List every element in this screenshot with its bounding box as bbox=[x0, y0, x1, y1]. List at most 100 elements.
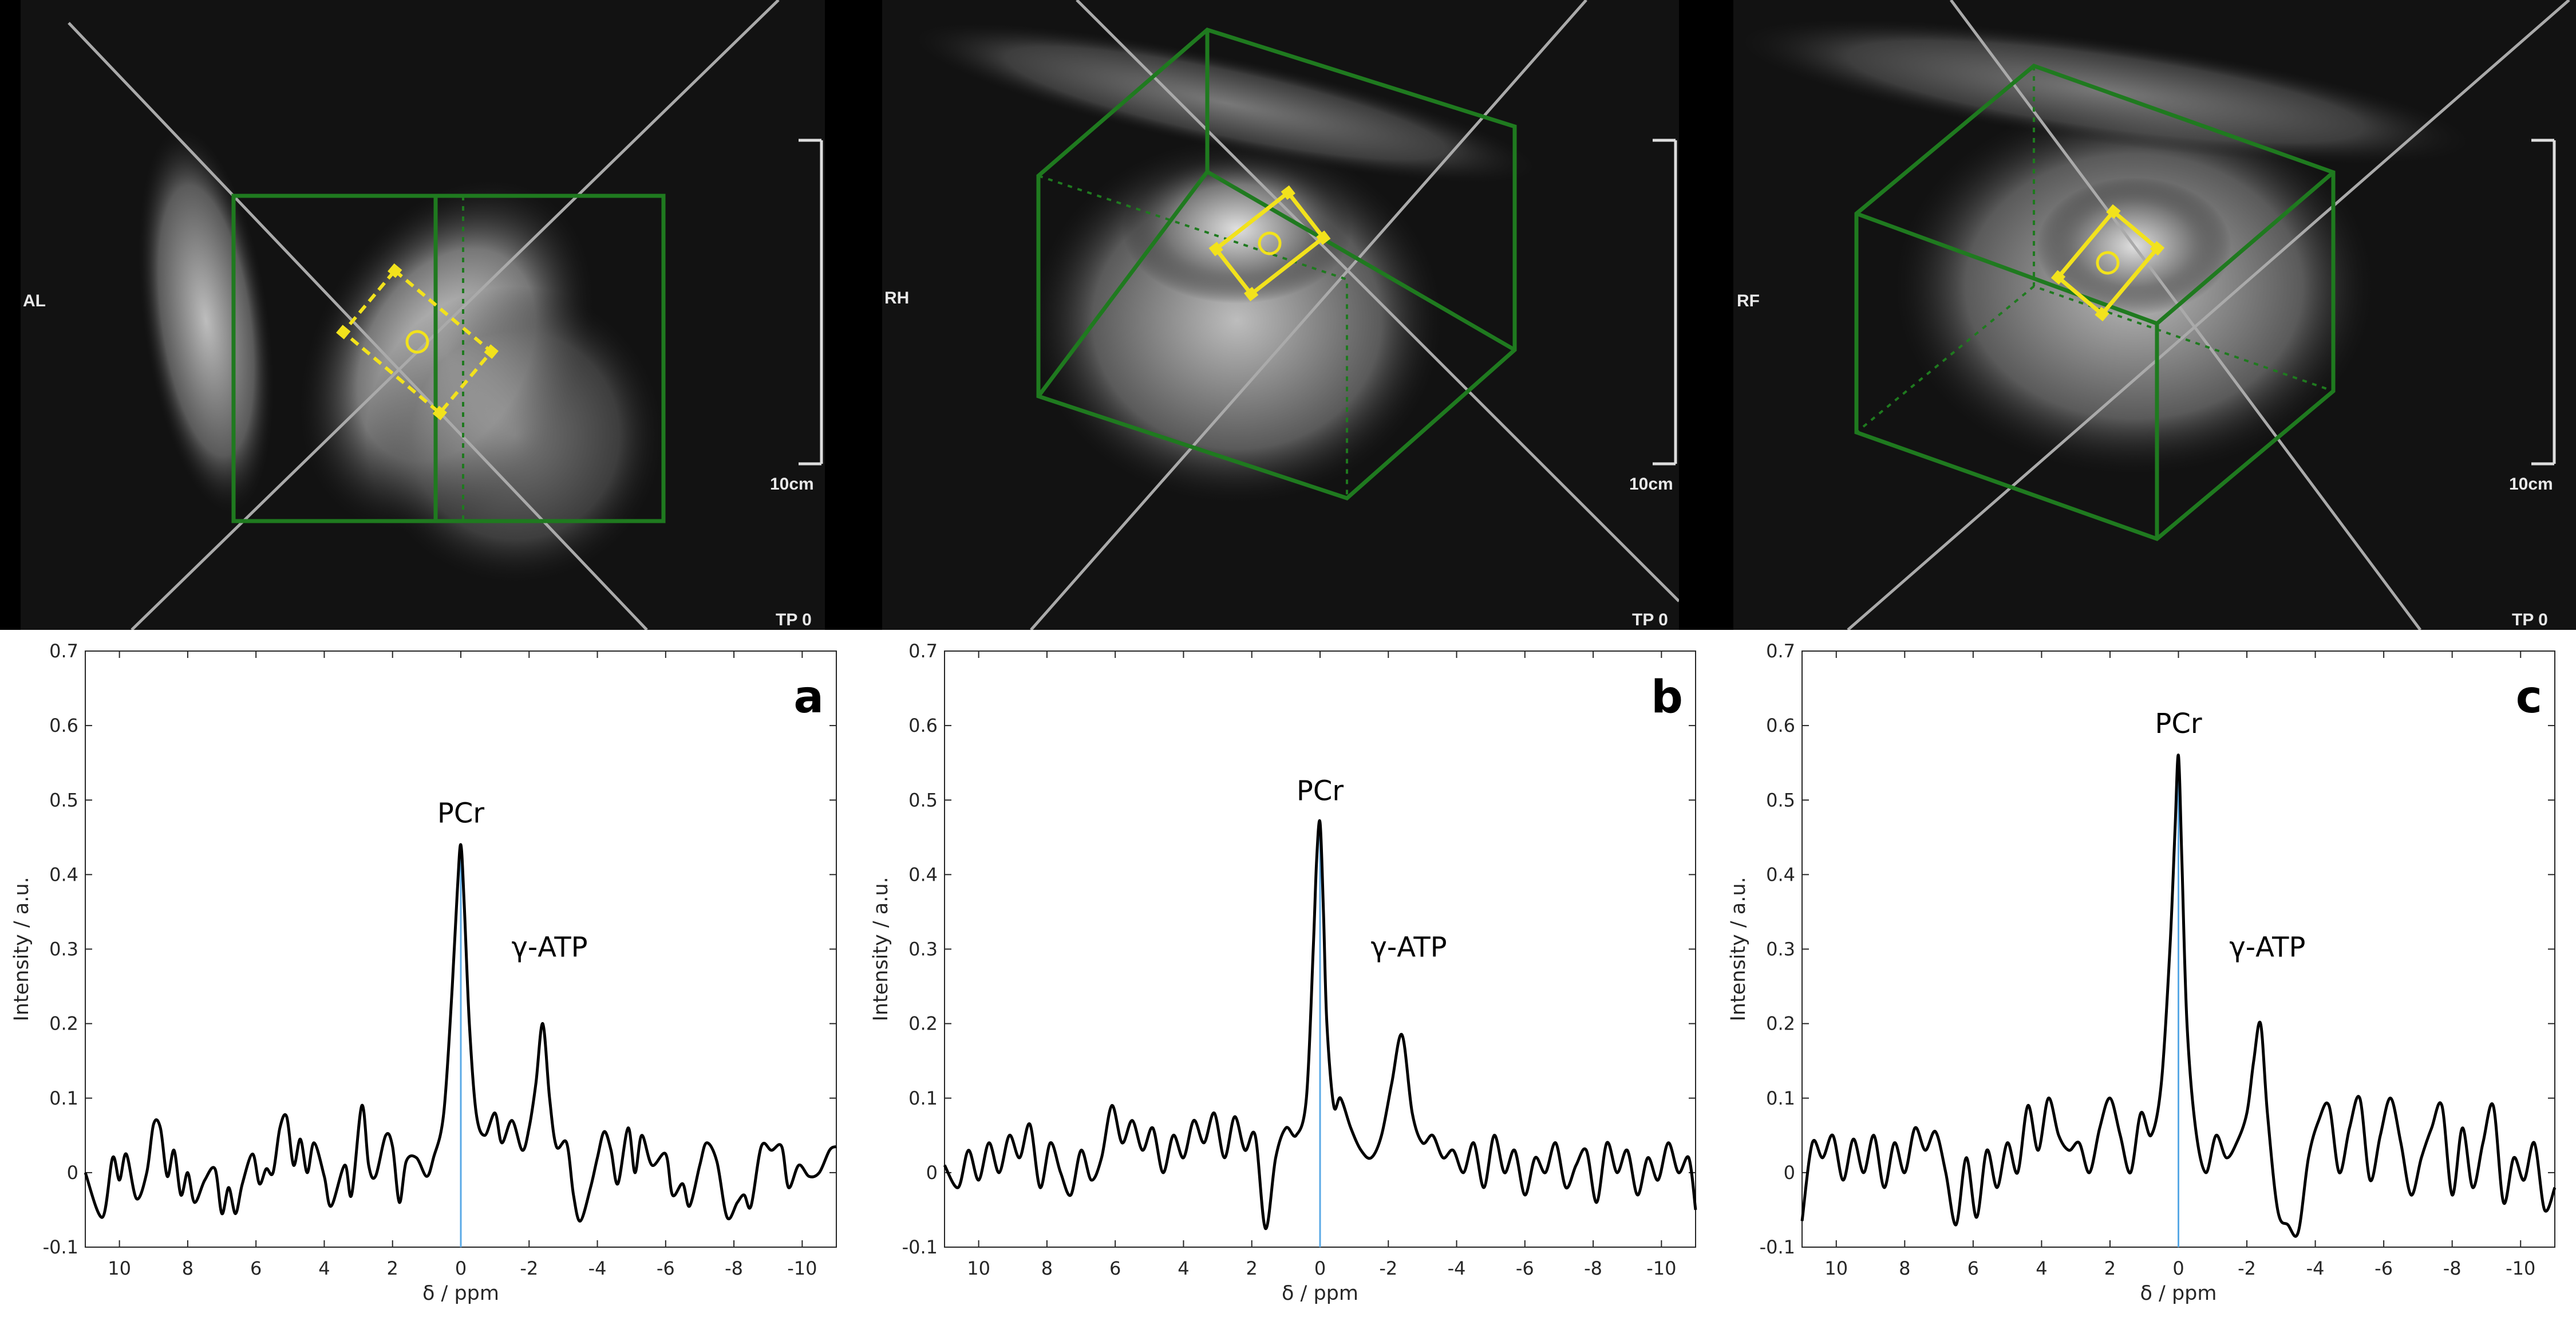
y-axis-label: Intensity / a.u. bbox=[10, 877, 33, 1021]
orientation-label: RF bbox=[1737, 291, 1760, 310]
y-tick-label: 0.6 bbox=[908, 715, 938, 736]
x-axis-label: δ / ppm bbox=[2140, 1282, 2217, 1305]
y-tick-label: 0.4 bbox=[908, 863, 938, 885]
scale-label: 10cm bbox=[770, 475, 814, 494]
y-tick-label: 0.4 bbox=[49, 863, 78, 885]
scale-ruler bbox=[799, 139, 823, 466]
mri-panel-c: RF 10cm TP 0 bbox=[1733, 0, 2576, 630]
x-tick-label: 8 bbox=[182, 1257, 193, 1279]
x-tick-label: 2 bbox=[2104, 1257, 2116, 1279]
y-tick-label: 0.6 bbox=[1766, 715, 1795, 736]
y-tick-label: 0 bbox=[67, 1162, 78, 1184]
y-tick-label: 0.7 bbox=[1766, 640, 1795, 662]
y-tick-label: 0.4 bbox=[1766, 863, 1795, 885]
peak-annotation: PCr bbox=[437, 797, 484, 829]
y-tick-label: 0 bbox=[926, 1162, 938, 1184]
panel-letter: b bbox=[1651, 672, 1683, 723]
scale-label: 10cm bbox=[2509, 475, 2553, 494]
voxel-box bbox=[1036, 27, 1517, 500]
x-tick-label: -2 bbox=[2238, 1257, 2256, 1279]
peak-annotation: γ-ATP bbox=[1371, 932, 1447, 964]
x-tick-label: 10 bbox=[1824, 1257, 1848, 1279]
x-tick-label: -8 bbox=[1584, 1257, 1602, 1279]
voi-marker[interactable] bbox=[1208, 185, 1331, 302]
peak-annotation: γ-ATP bbox=[511, 932, 587, 964]
y-tick-label: 0.7 bbox=[49, 640, 78, 662]
x-tick-label: 2 bbox=[1246, 1257, 1258, 1279]
x-tick-label: 10 bbox=[967, 1257, 990, 1279]
x-tick-label: 0 bbox=[455, 1257, 467, 1279]
y-tick-label: 0.2 bbox=[908, 1013, 938, 1035]
mri-image-a: AL 10cm TP 0 bbox=[0, 0, 823, 630]
y-tick-label: 0.6 bbox=[49, 715, 78, 736]
voxel-box bbox=[231, 194, 666, 523]
y-tick-label: 0 bbox=[1784, 1162, 1795, 1184]
mri-image-c: RF 10cm TP 0 bbox=[1737, 0, 2570, 630]
x-tick-label: -6 bbox=[1516, 1257, 1534, 1279]
x-tick-label: -10 bbox=[787, 1257, 817, 1279]
y-tick-label: 0.5 bbox=[908, 789, 938, 811]
x-tick-label: -4 bbox=[1448, 1257, 1466, 1279]
y-tick-label: 0.5 bbox=[1766, 789, 1795, 811]
x-tick-label: 6 bbox=[1109, 1257, 1121, 1279]
peak-annotation: PCr bbox=[2155, 708, 2202, 740]
x-tick-label: -2 bbox=[1379, 1257, 1397, 1279]
x-tick-label: 4 bbox=[318, 1257, 330, 1279]
x-tick-label: -10 bbox=[2506, 1257, 2535, 1279]
spectrum-chart-c: 10 8 6 4 2 0 -2 -4 -6 -8 -10 -0.1 0 0.1 0.2 0.3 0.4 0.5 0.… bbox=[1727, 640, 2557, 1305]
x-tick-label: 6 bbox=[1967, 1257, 1979, 1279]
orientation-label: RH bbox=[884, 289, 909, 307]
peak-annotation: γ-ATP bbox=[2229, 932, 2305, 964]
y-tick-label: 0.3 bbox=[49, 939, 78, 960]
x-tick-label: -2 bbox=[520, 1257, 538, 1279]
x-tick-label: 2 bbox=[387, 1257, 398, 1279]
x-tick-label: -4 bbox=[588, 1257, 607, 1279]
mri-image-b: RH 10cm TP 0 bbox=[884, 0, 1679, 630]
voxel-box bbox=[1854, 64, 2336, 541]
panel-letter: c bbox=[2516, 672, 2542, 723]
voi-marker[interactable] bbox=[2050, 204, 2165, 322]
x-tick-label: -10 bbox=[1646, 1257, 1676, 1279]
y-tick-label: 0.5 bbox=[49, 789, 78, 811]
y-tick-label: 0.1 bbox=[1766, 1087, 1795, 1109]
timepoint-label: TP 0 bbox=[2512, 610, 2548, 629]
y-tick-label: 0.3 bbox=[1766, 939, 1795, 960]
x-tick-label: 0 bbox=[1314, 1257, 1326, 1279]
x-tick-label: 10 bbox=[108, 1257, 131, 1279]
scale-ruler bbox=[1653, 139, 1677, 466]
y-tick-label: 0.3 bbox=[908, 939, 938, 960]
x-tick-label: 0 bbox=[2172, 1257, 2184, 1279]
y-tick-label: 0.7 bbox=[908, 640, 938, 662]
y-tick-label: 0.2 bbox=[1766, 1013, 1795, 1035]
x-tick-label: 8 bbox=[1899, 1257, 1910, 1279]
voi-marker[interactable] bbox=[336, 263, 499, 421]
spectrum-chart-b: 10 8 6 4 2 0 -2 -4 -6 -8 -10 -0.1 0 0.1 0.2 0.3 0.4 0.5 0.… bbox=[870, 640, 1697, 1305]
x-tick-label: -6 bbox=[657, 1257, 675, 1279]
panel-divider bbox=[1679, 0, 1733, 630]
spectrum-line bbox=[1800, 754, 2557, 1238]
scale-ruler bbox=[2531, 139, 2556, 466]
x-tick-label: 8 bbox=[1041, 1257, 1053, 1279]
x-tick-label: -8 bbox=[725, 1257, 743, 1279]
spectrum-chart-a: 10 8 6 4 2 0 -2 -4 -6 -8 -10 -0.1 0 0.1 0.2 0.3 0.4 0.5 0.… bbox=[10, 640, 837, 1305]
y-tick-label: -0.1 bbox=[43, 1236, 78, 1258]
timepoint-label: TP 0 bbox=[1632, 610, 1668, 629]
y-axis-label: Intensity / a.u. bbox=[870, 877, 892, 1021]
x-tick-label: -4 bbox=[2306, 1257, 2325, 1279]
panel-divider bbox=[825, 0, 882, 630]
x-tick-label: -8 bbox=[2443, 1257, 2462, 1279]
x-tick-label: 6 bbox=[250, 1257, 262, 1279]
mri-panel-b: RH 10cm TP 0 bbox=[882, 0, 1679, 630]
spectrum-line bbox=[84, 843, 837, 1223]
panel-letter: a bbox=[793, 672, 824, 723]
timepoint-label: TP 0 bbox=[776, 610, 812, 629]
y-tick-label: 0.1 bbox=[49, 1087, 78, 1109]
peak-annotation: PCr bbox=[1297, 775, 1344, 807]
y-tick-label: 0.2 bbox=[49, 1013, 78, 1035]
y-tick-label: 0.1 bbox=[908, 1087, 938, 1109]
spectrum-line bbox=[943, 819, 1697, 1230]
x-axis-label: δ / ppm bbox=[1282, 1282, 1358, 1305]
scale-label: 10cm bbox=[1629, 475, 1673, 494]
y-axis-label: Intensity / a.u. bbox=[1727, 877, 1750, 1021]
x-tick-label: 4 bbox=[2036, 1257, 2047, 1279]
